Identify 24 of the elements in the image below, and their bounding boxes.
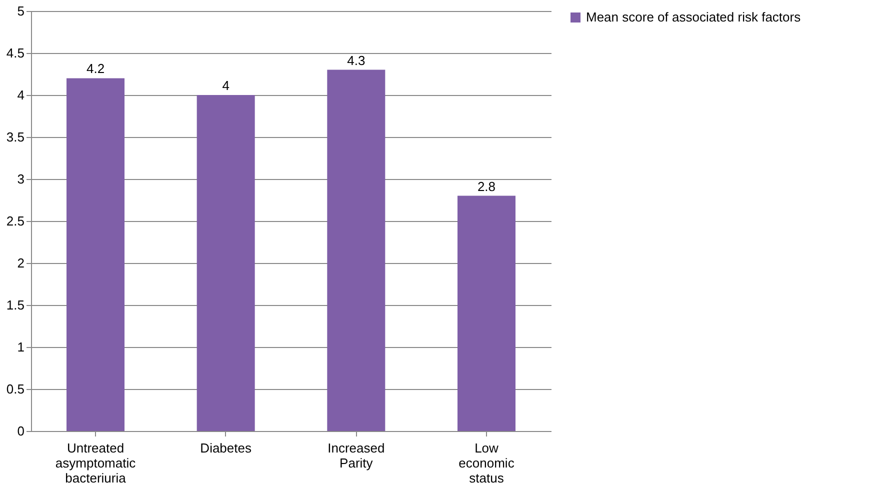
x-tick-label: Increased Parity (328, 440, 385, 470)
legend-label: Mean score of associated risk factors (586, 10, 802, 24)
data-label: 4 (222, 78, 230, 93)
data-label: 4.3 (347, 52, 366, 68)
y-tick-label: 3 (17, 172, 24, 186)
y-tick-label: 3.5 (6, 130, 24, 144)
bar (66, 78, 125, 431)
x-tick-label: Low economic status (458, 440, 515, 486)
y-tick-label: 4 (17, 88, 24, 102)
bar (457, 196, 516, 431)
x-tick-label: Diabetes (200, 440, 252, 456)
y-tick-label: 0.5 (6, 382, 24, 396)
y-tick-label: 2 (17, 256, 24, 270)
y-tick-label: 1 (17, 340, 24, 354)
y-tick-label: 0 (17, 424, 24, 438)
bar (327, 70, 386, 431)
y-tick-label: 2.5 (6, 214, 24, 228)
y-tick-label: 5 (17, 4, 24, 18)
bar (196, 95, 255, 431)
y-tick-label: 4.5 (6, 46, 24, 60)
data-label: 4.2 (86, 61, 105, 76)
y-tick-label: 1.5 (6, 298, 24, 312)
data-label: 2.8 (477, 178, 496, 194)
x-tick-label: Untreated asymptomatic bacteriuria (55, 440, 136, 486)
